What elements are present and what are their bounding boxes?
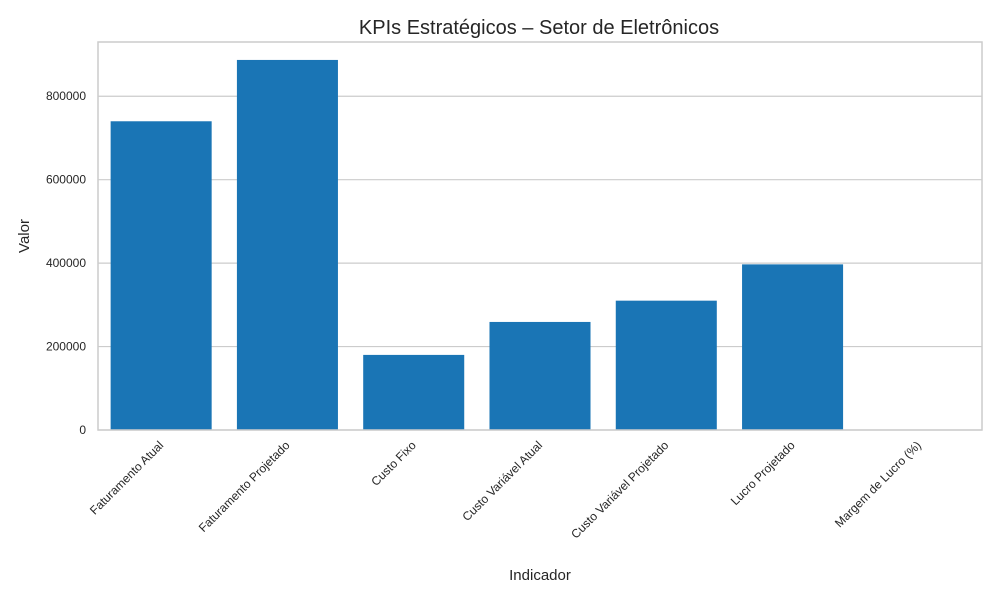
x-tick-label: Custo Variável Projetado bbox=[568, 438, 671, 541]
y-tick-label: 800000 bbox=[46, 89, 86, 103]
bars bbox=[111, 60, 970, 430]
y-tick-label: 200000 bbox=[46, 340, 86, 354]
bar bbox=[237, 60, 338, 430]
bar bbox=[489, 322, 590, 430]
x-axis-label: Indicador bbox=[509, 567, 571, 584]
bar bbox=[742, 264, 843, 430]
y-tick-label: 600000 bbox=[46, 173, 86, 187]
x-tick-label: Custo Fixo bbox=[368, 438, 419, 489]
x-tick-label: Faturamento Atual bbox=[87, 438, 166, 517]
x-tick-labels: Faturamento Atual Faturamento Projetado Cu… bbox=[87, 438, 924, 541]
chart-title: KPIs Estratégicos – Setor de Eletrônicos bbox=[359, 17, 719, 39]
bar bbox=[363, 355, 464, 430]
y-axis-label: Valor bbox=[16, 219, 33, 253]
x-tick-label: Lucro Projetado bbox=[728, 438, 798, 508]
bar bbox=[616, 301, 717, 430]
bar bbox=[111, 121, 212, 430]
y-tick-labels: 0 200000 400000 600000 800000 bbox=[46, 89, 86, 437]
x-tick-label: Margem de Lucro (%) bbox=[832, 438, 924, 530]
x-tick-label: Faturamento Projetado bbox=[196, 438, 293, 535]
y-tick-label: 400000 bbox=[46, 256, 86, 270]
x-tick-label: Custo Variável Atual bbox=[459, 438, 545, 524]
y-tick-label: 0 bbox=[79, 423, 86, 437]
